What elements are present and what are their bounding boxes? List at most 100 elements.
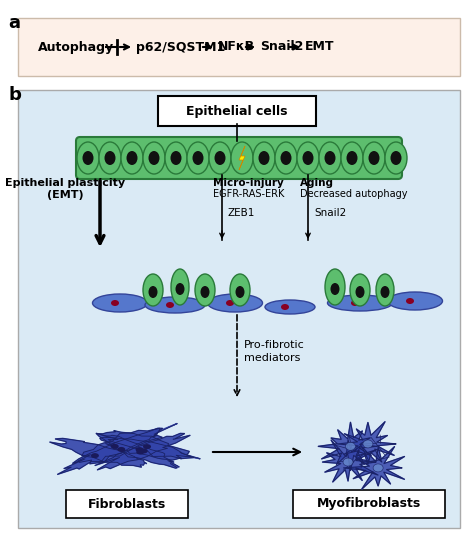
Text: p62/SQSTM1: p62/SQSTM1 — [136, 40, 225, 53]
Text: Micro-injury: Micro-injury — [213, 178, 284, 188]
Polygon shape — [50, 438, 146, 467]
Ellipse shape — [195, 274, 215, 306]
Ellipse shape — [82, 151, 93, 165]
Ellipse shape — [302, 151, 313, 165]
Ellipse shape — [215, 151, 226, 165]
Ellipse shape — [192, 151, 203, 165]
Ellipse shape — [325, 151, 336, 165]
Ellipse shape — [236, 286, 245, 298]
Ellipse shape — [127, 151, 137, 165]
Text: Snail2: Snail2 — [260, 40, 303, 53]
Ellipse shape — [231, 142, 253, 174]
Ellipse shape — [92, 294, 147, 312]
Ellipse shape — [111, 300, 119, 306]
Ellipse shape — [343, 458, 353, 466]
Ellipse shape — [136, 447, 144, 452]
Ellipse shape — [99, 142, 121, 174]
Ellipse shape — [104, 151, 116, 165]
Ellipse shape — [328, 295, 392, 311]
Ellipse shape — [77, 142, 99, 174]
Text: (EMT): (EMT) — [46, 190, 83, 200]
Ellipse shape — [406, 298, 414, 304]
Ellipse shape — [140, 449, 148, 454]
Polygon shape — [337, 422, 396, 464]
Ellipse shape — [117, 447, 125, 452]
Ellipse shape — [381, 286, 390, 298]
Ellipse shape — [148, 286, 157, 298]
Ellipse shape — [346, 442, 356, 450]
Text: ZEB1: ZEB1 — [228, 208, 255, 218]
Polygon shape — [97, 430, 192, 459]
Text: b: b — [8, 86, 21, 104]
Ellipse shape — [91, 453, 99, 458]
Ellipse shape — [165, 142, 187, 174]
Ellipse shape — [330, 283, 339, 295]
Ellipse shape — [275, 142, 297, 174]
Ellipse shape — [319, 142, 341, 174]
Text: Fibroblasts: Fibroblasts — [88, 498, 166, 511]
FancyBboxPatch shape — [18, 90, 460, 528]
Ellipse shape — [208, 294, 263, 312]
Text: Decreased autophagy: Decreased autophagy — [300, 189, 408, 199]
Ellipse shape — [166, 302, 174, 308]
Ellipse shape — [121, 142, 143, 174]
Ellipse shape — [368, 151, 380, 165]
Ellipse shape — [281, 304, 289, 310]
Ellipse shape — [373, 464, 383, 472]
Polygon shape — [322, 440, 378, 482]
Text: EMT: EMT — [305, 40, 335, 53]
Ellipse shape — [258, 151, 270, 165]
Text: EGFR-RAS-ERK: EGFR-RAS-ERK — [213, 189, 284, 199]
Ellipse shape — [346, 151, 357, 165]
Polygon shape — [100, 437, 200, 460]
Ellipse shape — [111, 444, 119, 449]
Ellipse shape — [265, 300, 315, 314]
Text: Myofibroblasts: Myofibroblasts — [317, 498, 421, 511]
FancyBboxPatch shape — [293, 490, 445, 518]
Ellipse shape — [351, 300, 359, 306]
Polygon shape — [239, 146, 245, 170]
Ellipse shape — [325, 269, 345, 305]
Text: Pro-fibrotic: Pro-fibrotic — [244, 340, 305, 350]
Ellipse shape — [143, 444, 151, 449]
Ellipse shape — [143, 274, 163, 306]
Ellipse shape — [356, 286, 365, 298]
Polygon shape — [318, 422, 377, 471]
Ellipse shape — [363, 142, 385, 174]
Ellipse shape — [297, 142, 319, 174]
Ellipse shape — [201, 286, 210, 298]
Polygon shape — [57, 423, 177, 475]
Ellipse shape — [175, 283, 184, 295]
Ellipse shape — [136, 450, 144, 455]
Text: Epithelial plasticity: Epithelial plasticity — [5, 178, 125, 188]
Text: NFκB: NFκB — [218, 40, 255, 53]
Text: mediators: mediators — [244, 353, 301, 363]
Ellipse shape — [253, 142, 275, 174]
Polygon shape — [344, 446, 405, 490]
Ellipse shape — [187, 142, 209, 174]
Ellipse shape — [363, 440, 373, 448]
Ellipse shape — [148, 151, 159, 165]
FancyBboxPatch shape — [158, 96, 316, 126]
FancyBboxPatch shape — [18, 18, 460, 76]
Polygon shape — [96, 433, 179, 468]
Text: Epithelial cells: Epithelial cells — [186, 104, 288, 117]
FancyBboxPatch shape — [76, 137, 402, 179]
Text: Snail2: Snail2 — [314, 208, 346, 218]
Ellipse shape — [281, 151, 292, 165]
Polygon shape — [95, 433, 190, 470]
Ellipse shape — [350, 274, 370, 306]
Polygon shape — [78, 428, 163, 464]
Ellipse shape — [145, 297, 205, 313]
Text: a: a — [8, 14, 20, 32]
Ellipse shape — [385, 142, 407, 174]
Ellipse shape — [143, 142, 165, 174]
FancyBboxPatch shape — [66, 490, 188, 518]
Ellipse shape — [230, 274, 250, 306]
Ellipse shape — [341, 142, 363, 174]
Ellipse shape — [171, 269, 189, 305]
Ellipse shape — [391, 151, 401, 165]
Ellipse shape — [171, 151, 182, 165]
Ellipse shape — [388, 292, 443, 310]
Ellipse shape — [226, 300, 234, 306]
